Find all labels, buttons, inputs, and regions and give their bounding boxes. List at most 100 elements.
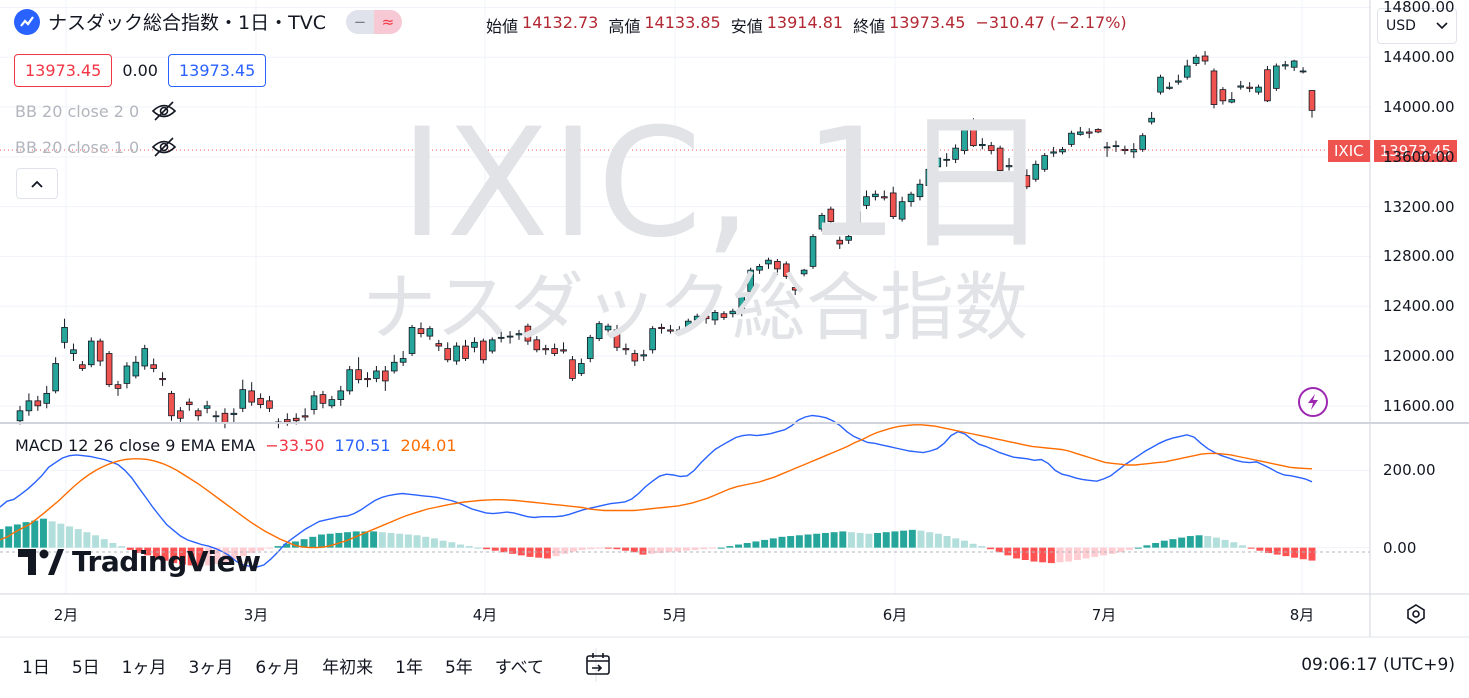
candle [551, 343, 558, 357]
histogram-bar [413, 535, 421, 548]
range-5d-button[interactable]: 5日 [71, 657, 100, 678]
indicator-toggle-pill[interactable]: − ≈ [345, 9, 402, 34]
candle [328, 395, 336, 409]
histogram-bar [969, 543, 977, 548]
bb-indicator-2[interactable]: BB 20 close 1 0 [15, 136, 177, 158]
minimize-icon[interactable]: − [345, 9, 374, 34]
candle [506, 331, 514, 344]
histogram-bar [917, 530, 925, 548]
price-tick-label: 12000.00 [1383, 347, 1455, 366]
tradingview-mark-icon [18, 548, 64, 575]
histogram-bar [300, 539, 308, 548]
time-tick-label: 3月 [243, 606, 269, 624]
collapse-legend-button[interactable] [16, 168, 58, 199]
histogram-bar [39, 518, 47, 548]
histogram-bar [1308, 547, 1316, 561]
candle [1023, 169, 1031, 190]
histogram-bar [1230, 542, 1238, 548]
range-1d-button[interactable]: 1日 [22, 657, 50, 678]
histogram-bar [622, 547, 630, 551]
symbol-title[interactable]: ナスダック総合指数・1日・TVC [48, 12, 326, 34]
histogram-bar [335, 532, 343, 548]
histogram-bar [552, 547, 560, 557]
histogram-bar [735, 544, 743, 548]
macd-tick-label: 200.00 [1383, 461, 1436, 480]
histogram-bar [231, 547, 239, 560]
histogram-bar [257, 547, 265, 551]
eye-crossed-icon[interactable] [151, 100, 177, 122]
histogram-bar [752, 541, 760, 548]
candle [337, 385, 345, 406]
bb-indicator-2-label: BB 20 close 1 0 [15, 137, 140, 157]
candle [79, 361, 86, 371]
histogram-bar [848, 532, 855, 548]
candle [1201, 51, 1209, 65]
candle [114, 380, 122, 396]
time-tick-label: 7月 [1091, 606, 1117, 624]
candle [96, 338, 104, 366]
candle [898, 196, 906, 222]
candle [34, 395, 42, 411]
range-5y-button[interactable]: 5年 [444, 657, 473, 678]
candle [916, 179, 924, 201]
price-tick-label: 14800.00 [1383, 0, 1455, 17]
candle [827, 206, 835, 226]
settings-gear-icon[interactable] [1404, 602, 1428, 626]
histogram-bar [1169, 539, 1177, 548]
candle [177, 407, 184, 424]
currency-select[interactable]: USD [1377, 8, 1457, 44]
macd-legend[interactable]: MACD 12 26 close 9 EMA EMA −33.50 170.51… [15, 436, 457, 455]
candle [150, 358, 157, 373]
candle [872, 190, 879, 201]
candle [1166, 82, 1173, 90]
candle [1255, 84, 1262, 95]
histogram-bar [1152, 543, 1160, 548]
range-ytd-button[interactable]: 年初来 [322, 657, 374, 678]
histogram-bar [205, 547, 213, 566]
macd-line [0, 414, 1313, 568]
histogram-bar [1047, 547, 1055, 564]
sell-price-button[interactable]: 13973.45 [14, 54, 113, 87]
watermark-symbol: IXIC, 1日 [400, 97, 1053, 271]
range-1y-button[interactable]: 1年 [395, 657, 423, 678]
open-label: 始値 [486, 17, 519, 36]
macd-histogram [0, 518, 1316, 567]
candle [845, 232, 852, 244]
wave-icon[interactable]: ≈ [373, 9, 402, 34]
histogram-bar [656, 547, 664, 554]
histogram-bar [648, 547, 656, 554]
eye-crossed-icon[interactable] [151, 136, 177, 158]
candle [693, 313, 701, 324]
range-all-button[interactable]: すべて [494, 657, 544, 678]
go-to-date-icon[interactable] [584, 652, 612, 678]
candle [952, 144, 959, 164]
candle [533, 336, 541, 353]
candle [221, 408, 229, 429]
candle [382, 365, 389, 391]
price-tick-label: 14000.00 [1383, 98, 1455, 117]
histogram-bar [960, 540, 968, 548]
currency-label: USD [1386, 18, 1416, 34]
high-label: 高値 [608, 17, 641, 36]
candle [542, 344, 550, 355]
candle [1059, 146, 1066, 155]
histogram-bar [126, 547, 134, 550]
macd-lines [0, 414, 1313, 568]
symbol-legend[interactable]: ナスダック総合指数・1日・TVC − ≈ [14, 8, 402, 35]
range-6m-button[interactable]: 6ヶ月 [255, 657, 301, 678]
tradingview-logo[interactable]: TradingView [18, 545, 261, 578]
bb-indicator-1[interactable]: BB 20 close 2 0 [15, 100, 177, 122]
histogram-bar [31, 520, 39, 548]
range-3m-button[interactable]: 3ヶ月 [188, 657, 234, 678]
range-1m-button[interactable]: 1ヶ月 [121, 657, 167, 678]
clock-timezone[interactable]: 09:06:17 (UTC+9) [1301, 655, 1455, 675]
histogram-bar [830, 532, 838, 548]
candle [631, 349, 639, 366]
buy-price-button[interactable]: 13973.45 [167, 54, 267, 87]
histogram-bar [1126, 547, 1134, 550]
flash-icon[interactable] [1298, 387, 1328, 417]
candle [649, 326, 656, 354]
chevron-up-icon [31, 180, 43, 188]
signal-line [0, 424, 1313, 549]
